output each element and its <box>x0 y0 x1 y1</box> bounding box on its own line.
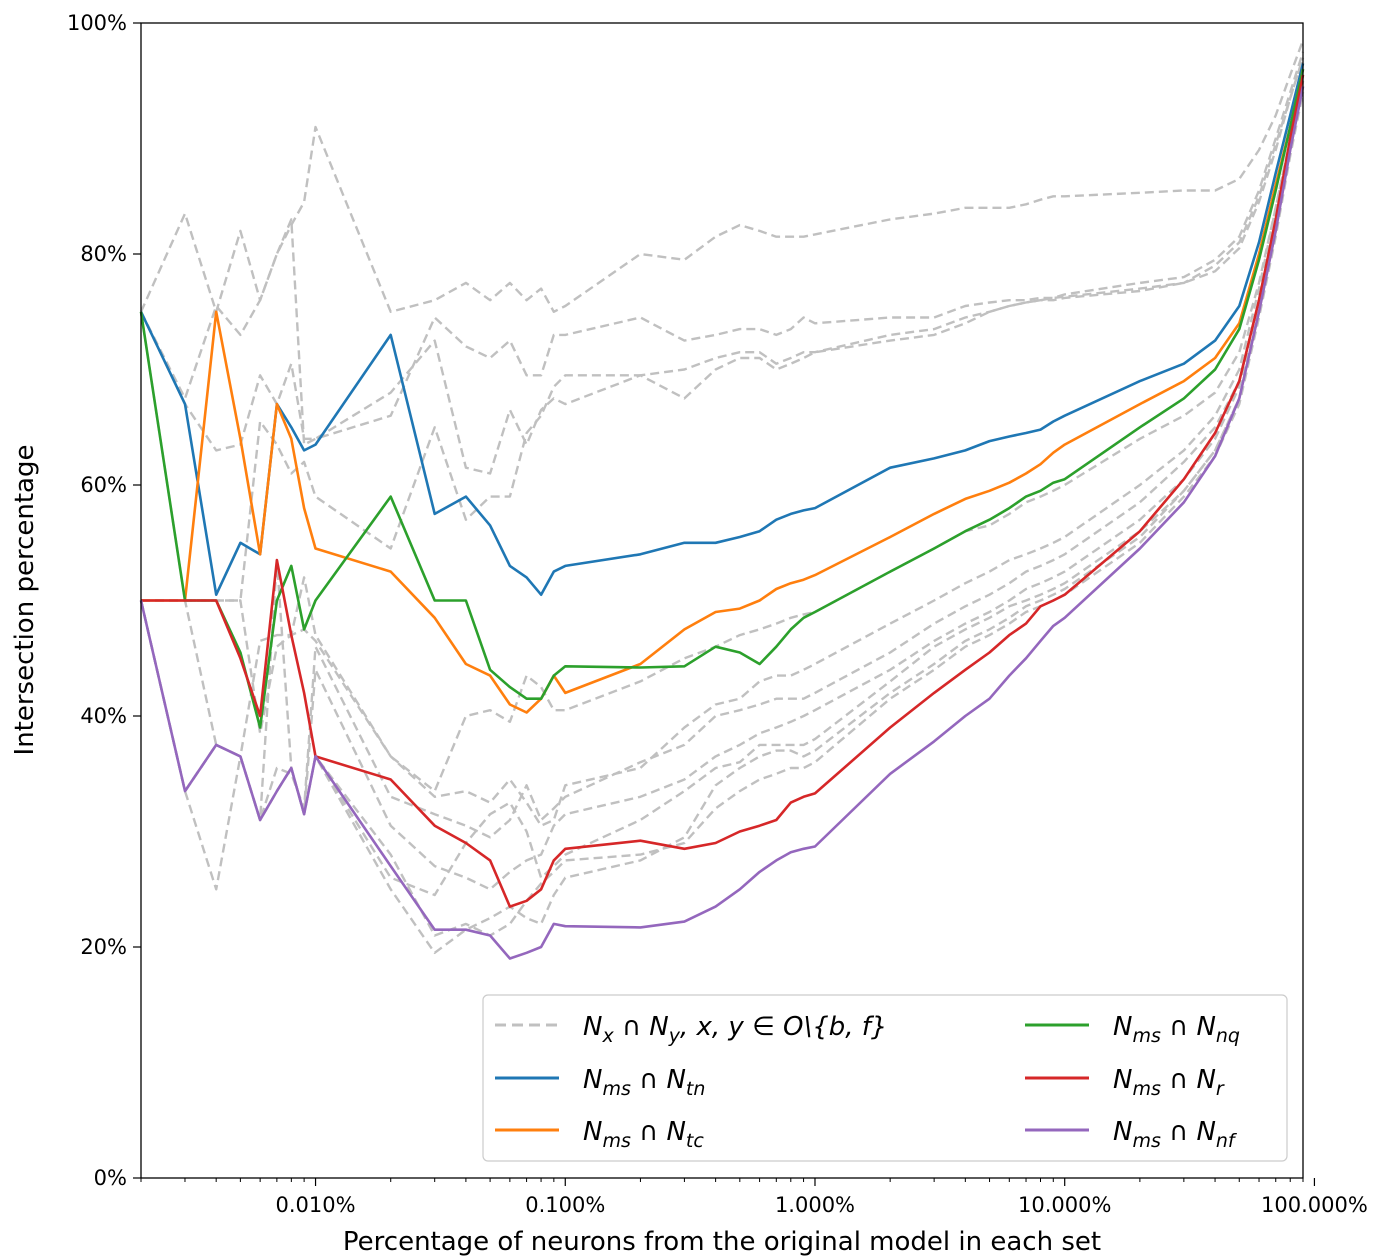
gray-series-line-10 <box>139 86 1305 954</box>
series-line-tc <box>141 68 1305 714</box>
gray-series-line-1 <box>139 39 1305 313</box>
legend-box <box>482 994 1288 1162</box>
y-tick-label: 40% <box>80 704 127 728</box>
y-axis-label: Intersection percentage <box>10 445 40 756</box>
gray-series-line-2 <box>139 51 1305 446</box>
legend-label-gray: Nx ∩ Ny, x, y ∈ O\{b, f} <box>583 1012 887 1047</box>
gray-series-line-9 <box>139 86 1305 897</box>
legend-label-tc: Nms ∩ Ntc <box>583 1117 704 1152</box>
y-tick-label: 80% <box>80 242 127 266</box>
gray-series-line-5 <box>141 74 1305 793</box>
legend: Nx ∩ Ny, x, y ∈ O\{b, f} Nms ∩ Ntn Nms ∩ N… <box>482 994 1288 1162</box>
series-line-nq <box>139 68 1305 729</box>
legend-label-nq: Nms ∩ Nnq <box>1113 1012 1240 1047</box>
plot-frame <box>140 22 1304 1179</box>
x-axis-label: Percentage of neurons from the original … <box>343 1227 1101 1257</box>
y-tick-label: 0% <box>94 1166 127 1190</box>
gray-series-line-11 <box>139 92 1305 937</box>
x-axis-ticks: 0.010% 0.100% 1.000% 10.000% 100.000% <box>140 1178 1368 1217</box>
x-tick-label: 0.100% <box>525 1193 605 1217</box>
gray-series-line-6 <box>141 80 1305 827</box>
y-tick-label: 100% <box>67 11 127 35</box>
legend-label-nf: Nms ∩ Nnf <box>1113 1117 1238 1152</box>
legend-label-tn: Nms ∩ Ntn <box>583 1065 705 1100</box>
x-tick-label: 0.010% <box>276 1193 356 1217</box>
gray-series-line-7 <box>139 80 1305 891</box>
colored-series-group <box>139 63 1305 960</box>
gray-series-line-4 <box>139 57 1305 602</box>
gray-series-group <box>139 39 1305 954</box>
gray-series-line-8 <box>139 86 1305 891</box>
y-tick-label: 20% <box>80 935 127 959</box>
y-axis-ticks: 0% 20% 40% 60% 80% 100% <box>67 11 141 1190</box>
x-tick-label: 100.000% <box>1261 1193 1368 1217</box>
series-line-tn <box>139 63 1305 597</box>
x-tick-label: 1.000% <box>775 1193 855 1217</box>
y-tick-label: 60% <box>80 473 127 497</box>
series-line-nf <box>139 86 1305 960</box>
series-line-r <box>141 74 1305 908</box>
gray-series-line-3 <box>139 57 1305 475</box>
legend-label-r: Nms ∩ Nr <box>1113 1065 1225 1100</box>
x-tick-label: 10.000% <box>1018 1193 1111 1217</box>
